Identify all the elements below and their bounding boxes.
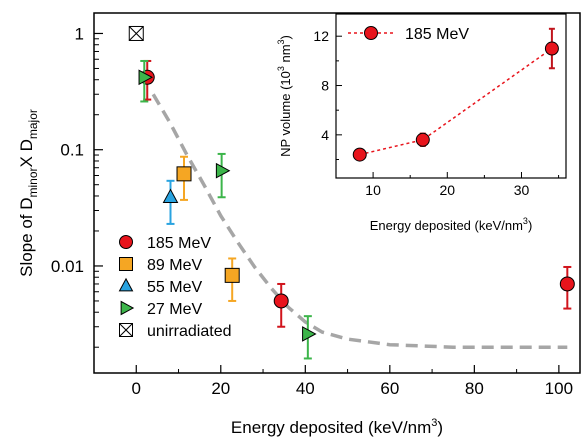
y-tick-label: 1 xyxy=(75,24,84,43)
x-tick-label: 60 xyxy=(380,379,399,398)
y-axis-title: Slope of DminorX Dmajor xyxy=(17,109,40,277)
inset-marker xyxy=(415,132,430,147)
data-marks xyxy=(128,25,575,360)
x-axis-ticks: 0 20 40 60 80 100 xyxy=(93,365,573,398)
marker-89-mev xyxy=(176,166,192,182)
marker-185-mev xyxy=(559,276,575,292)
fit-curve-layer xyxy=(151,93,568,349)
inset-x-axis-ticks: 10 20 30 xyxy=(335,172,560,198)
inset-legend-marker xyxy=(364,26,378,40)
marker-unirradiated xyxy=(128,25,144,41)
legend-label-89-mev: 89 MeV xyxy=(147,257,202,274)
inset-x-axis-title: Energy deposited (keV/nm3) xyxy=(370,216,533,233)
legend-label-27-mev: 27 MeV xyxy=(147,301,202,318)
inset-y-axis-ticks: 4 8 12 xyxy=(313,28,342,161)
inset-legend: 185 MeV xyxy=(348,26,469,43)
inset-x-tick-label: 10 xyxy=(365,182,381,198)
inset-legend-label: 185 MeV xyxy=(405,26,469,43)
inset-x-tick-label: 30 xyxy=(514,182,530,198)
marker-27-mev xyxy=(302,326,317,342)
inset-chart: 10 20 30 4 8 12 185 MeV Energy deposited (ke… xyxy=(276,13,567,233)
inset-data-marks xyxy=(352,27,559,162)
y-tick-label: 0.01 xyxy=(51,257,84,276)
y-axis-ticks: 1 0.1 0.01 xyxy=(51,24,103,348)
x-tick-label: 100 xyxy=(545,379,573,398)
inset-marker xyxy=(544,41,559,56)
x-axis-title: Energy deposited (keV/nm3) xyxy=(231,417,443,437)
inset-y-tick-label: 12 xyxy=(313,28,329,44)
marker-89-mev xyxy=(224,267,240,283)
main-plot-frame xyxy=(93,12,581,374)
legend-marker-185-mev xyxy=(119,235,133,249)
marker-27-mev xyxy=(215,162,231,179)
inset-y-axis-title: NP volume (103 nm3) xyxy=(276,35,293,157)
x-tick-label: 0 xyxy=(132,379,141,398)
inset-marker xyxy=(352,147,367,162)
fit-curve xyxy=(151,93,568,349)
inset-y-tick-label: 4 xyxy=(321,127,329,143)
legend-marker-89-mev xyxy=(119,257,133,271)
legend-marker-27-mev xyxy=(120,300,135,316)
legend-label-55-mev: 55 MeV xyxy=(147,279,202,296)
marker-27-mev xyxy=(138,69,154,86)
legend: 185 MeV 89 MeV 55 MeV 27 MeV unirradiated xyxy=(118,235,232,340)
legend-label-185-mev: 185 MeV xyxy=(147,235,211,252)
main-chart: 0 20 40 60 80 100 1 0.1 0.01 Energy deposited (… xyxy=(17,12,581,437)
inset-plot-background xyxy=(335,13,567,179)
legend-marker-55-mev xyxy=(118,277,134,292)
x-tick-label: 40 xyxy=(296,379,315,398)
inset-series-line xyxy=(359,47,553,156)
inset-x-tick-label: 20 xyxy=(440,182,456,198)
legend-label-unirradiated: unirradiated xyxy=(147,323,232,340)
y-tick-label: 0.1 xyxy=(60,141,84,160)
marker-55-mev xyxy=(162,188,179,204)
marker-185-mev xyxy=(273,293,289,309)
error-bar-27-mev xyxy=(217,152,226,199)
legend-marker-unirradiated xyxy=(119,323,133,337)
x-tick-label: 80 xyxy=(465,379,484,398)
x-tick-label: 20 xyxy=(211,379,230,398)
inset-y-tick-label: 8 xyxy=(321,78,329,94)
